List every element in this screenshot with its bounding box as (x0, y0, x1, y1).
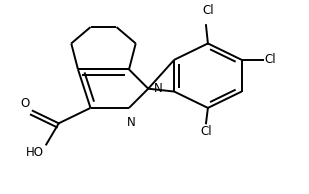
Text: Cl: Cl (265, 53, 276, 66)
Text: Cl: Cl (200, 125, 212, 138)
Text: N: N (154, 82, 163, 95)
Text: HO: HO (26, 146, 44, 159)
Text: Cl: Cl (202, 3, 214, 16)
Text: N: N (127, 116, 135, 129)
Text: O: O (21, 97, 30, 110)
